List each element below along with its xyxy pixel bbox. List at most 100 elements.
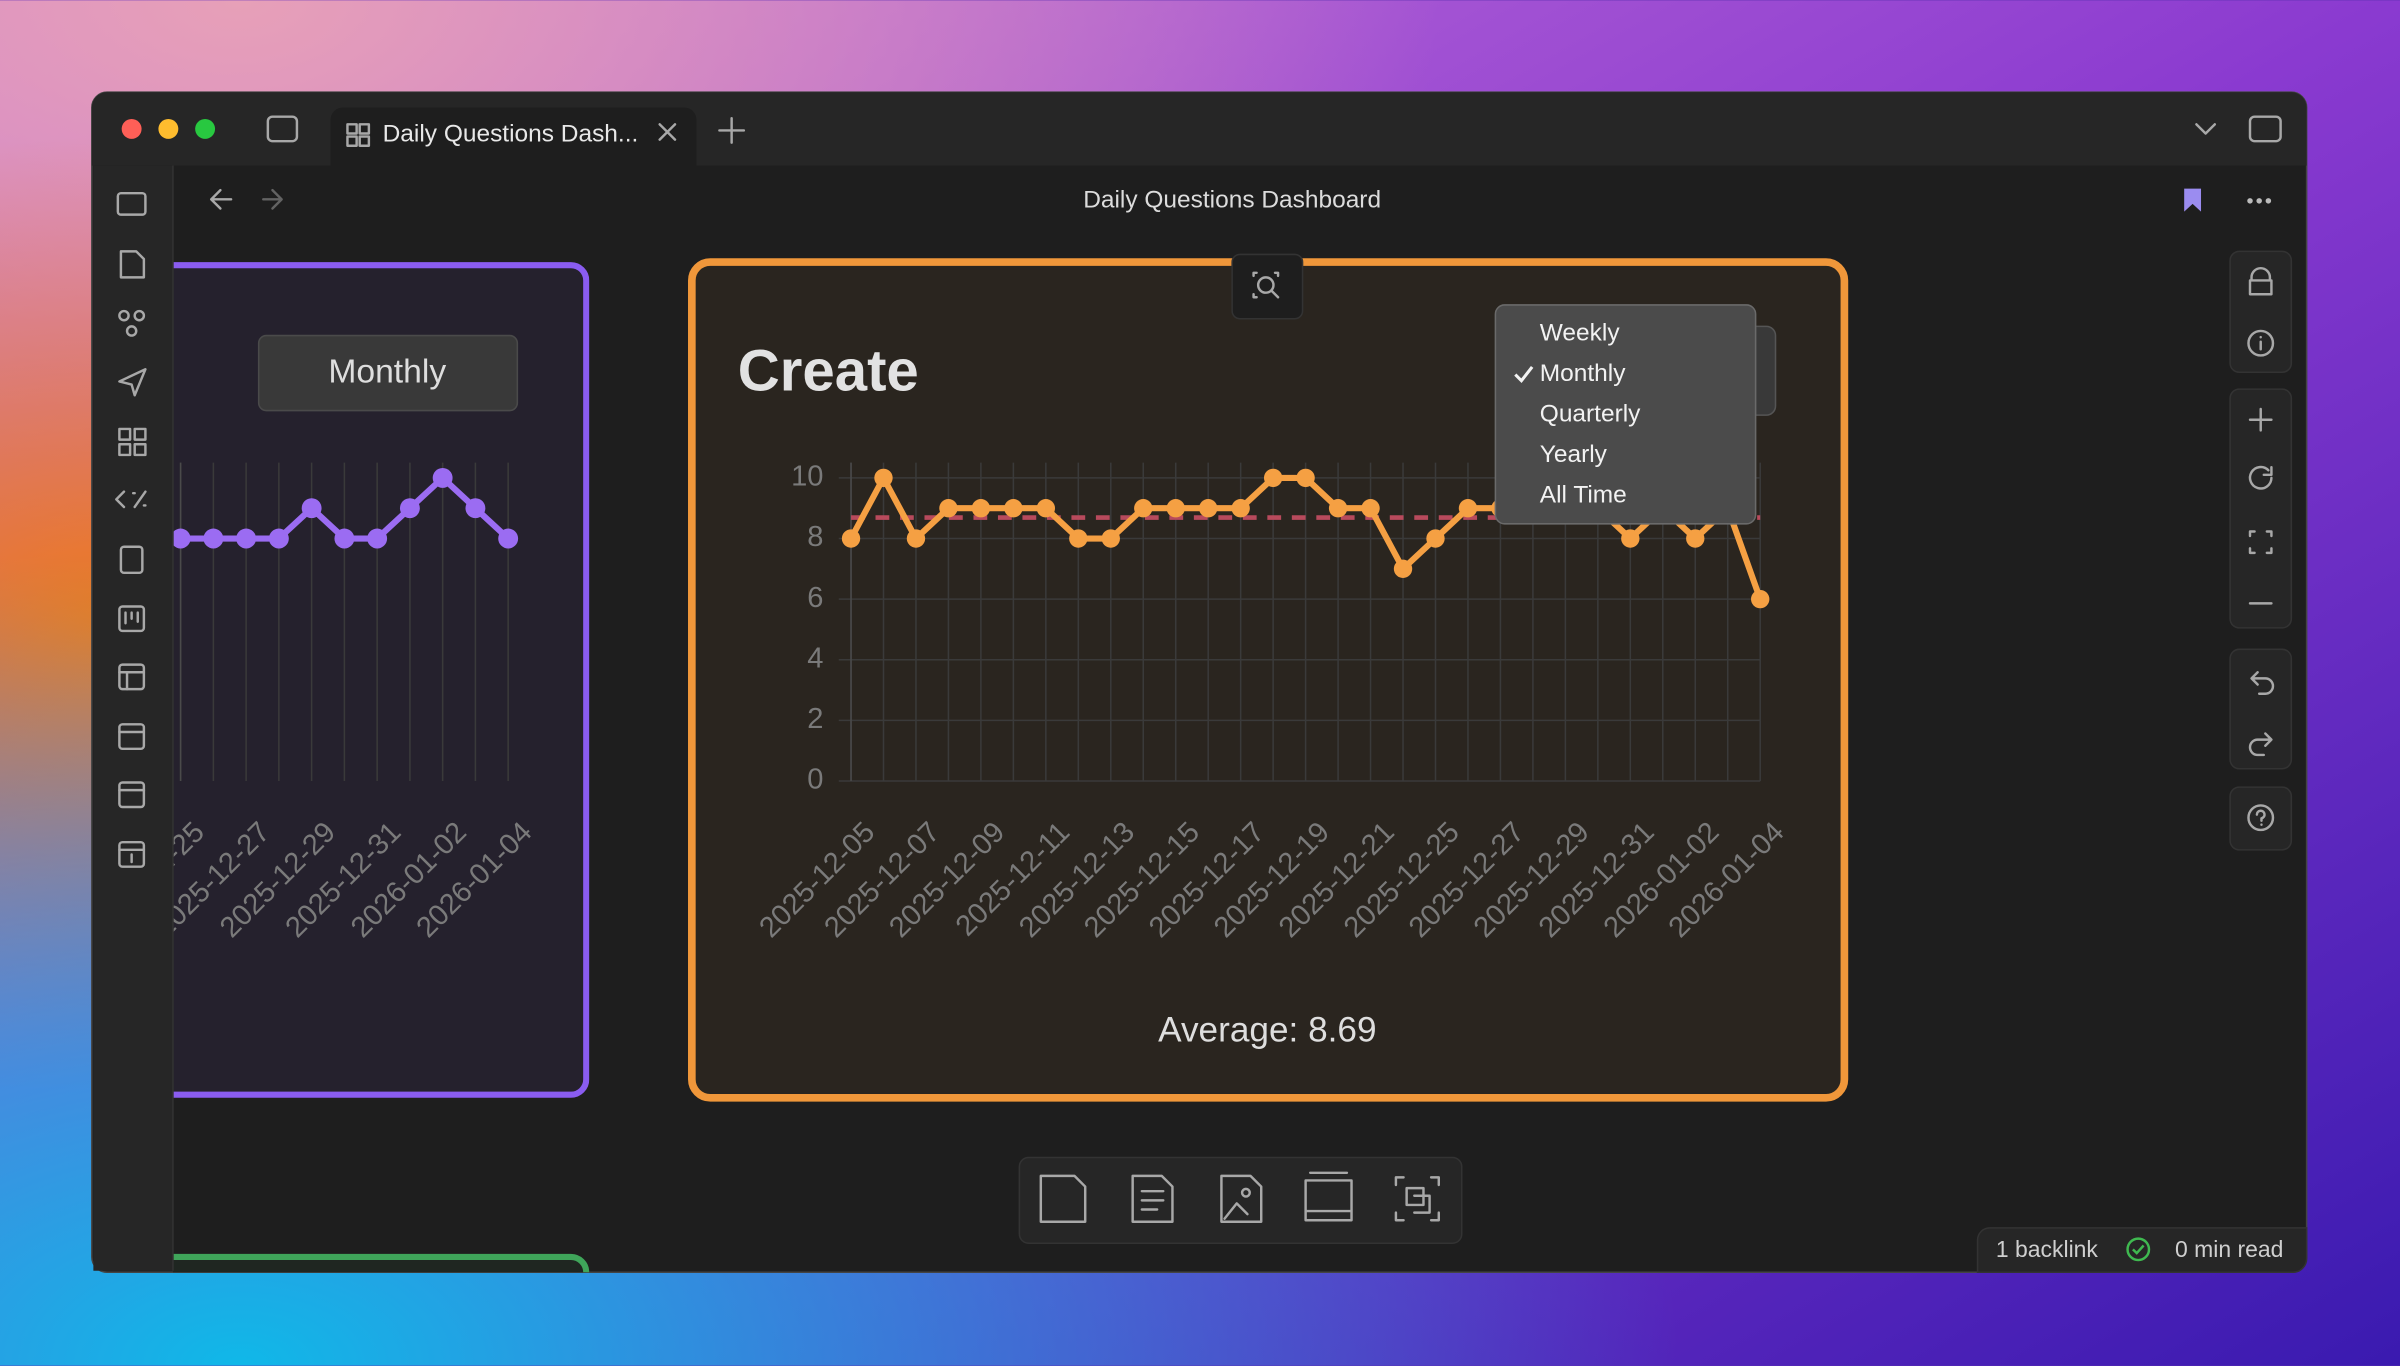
canvas-toolbar (1018, 1156, 1463, 1244)
ribbon-icon[interactable] (119, 250, 146, 279)
tab[interactable] (330, 107, 697, 166)
add-link[interactable] (1394, 1176, 1440, 1222)
ribbon-icon[interactable] (118, 368, 147, 397)
ribbon-icon[interactable] (119, 545, 144, 575)
tab-title[interactable]: Daily Questions Dash... (383, 121, 639, 148)
read-time: 0 min read (2175, 1236, 2283, 1262)
help[interactable] (2247, 804, 2275, 832)
data-point (1686, 529, 1705, 548)
add-note[interactable] (1131, 1174, 1174, 1223)
new-tab[interactable] (718, 116, 746, 144)
data-point (1199, 499, 1218, 518)
data-point (874, 468, 893, 488)
dropdown-option[interactable]: All Time (1540, 482, 1627, 509)
data-point (939, 499, 958, 518)
status-bar (1976, 1227, 2308, 1274)
data-point (906, 529, 926, 548)
ribbon-icon[interactable] (115, 490, 147, 509)
control-group (2229, 388, 2293, 629)
data-point (1134, 499, 1153, 518)
ribbon-icon[interactable] (118, 781, 146, 809)
checkmark (1514, 365, 1534, 384)
canvas-controls (2229, 250, 2293, 851)
y-tick-label: 0 (807, 764, 823, 796)
data-point (1263, 468, 1283, 488)
undo[interactable] (2250, 671, 2275, 695)
control-group (2229, 648, 2293, 770)
data-point (1069, 529, 1088, 548)
dropdown-option[interactable]: Weekly (1540, 319, 1621, 346)
tab-list[interactable] (2195, 123, 2217, 135)
data-point (399, 498, 420, 519)
data-point (268, 528, 289, 549)
sidebar-toggle[interactable] (266, 115, 299, 143)
data-point (498, 528, 519, 549)
tab-close[interactable] (658, 123, 677, 141)
left-card[interactable] (61, 262, 590, 1098)
data-point (1101, 529, 1120, 548)
data-point (334, 528, 355, 549)
data-point (172, 528, 191, 549)
data-point (1328, 499, 1348, 518)
data-point (367, 528, 388, 549)
ribbon-icon[interactable] (118, 723, 146, 751)
left-card-group: Monthly 2025-12-252025-12-272025-12-2920… (61, 262, 590, 1349)
zoom-icon (1252, 271, 1280, 299)
reset-zoom[interactable] (2248, 465, 2273, 490)
close-button[interactable] (121, 118, 142, 139)
dropdown-menu (1494, 304, 1757, 525)
chart-title: Create (738, 339, 919, 404)
fit[interactable] (2248, 530, 2273, 555)
dropdown-option[interactable]: Monthly (1540, 360, 1626, 387)
y-tick-label: 6 (807, 582, 823, 614)
data-point (1166, 499, 1185, 518)
more-options[interactable] (2247, 198, 2272, 204)
data-point (432, 467, 453, 488)
ribbon-icon[interactable] (118, 663, 146, 691)
tab-icon (346, 123, 371, 147)
page-title: Daily Questions Dashboard (1083, 186, 1381, 213)
range-button-label[interactable]: Monthly (328, 354, 446, 391)
data-point (1296, 468, 1315, 488)
bottom-card[interactable] (61, 1253, 590, 1349)
data-point (841, 529, 861, 548)
data-point (236, 528, 257, 549)
data-point (1004, 499, 1023, 518)
y-tick-label: 10 (791, 461, 823, 493)
back[interactable] (209, 188, 233, 210)
data-point (1426, 529, 1445, 548)
add-group[interactable] (1304, 1171, 1353, 1222)
right-sidebar-toggle[interactable] (2248, 115, 2282, 143)
y-tick-label: 8 (807, 521, 823, 553)
ribbon (93, 165, 173, 1271)
zoom-in[interactable] (2248, 407, 2273, 432)
add-media[interactable] (1220, 1174, 1263, 1223)
forward[interactable] (262, 188, 283, 210)
data-point (1036, 499, 1056, 518)
minimize-button[interactable] (158, 118, 179, 139)
backlinks[interactable]: 1 backlink (1996, 1236, 2099, 1262)
lock[interactable] (2248, 266, 2273, 296)
data-point (1361, 499, 1380, 518)
ribbon-icon[interactable] (118, 309, 146, 337)
average-label: Average: 8.69 (1158, 1010, 1376, 1049)
ribbon-icon[interactable] (118, 840, 146, 868)
data-point (465, 498, 486, 519)
data-point (1458, 499, 1478, 518)
zoom-button[interactable] (195, 118, 216, 139)
zoom-to-card[interactable] (1231, 253, 1304, 320)
add-card[interactable] (1039, 1174, 1087, 1223)
info[interactable] (2247, 329, 2275, 357)
dropdown-option[interactable]: Yearly (1540, 441, 1608, 468)
dropdown-option[interactable]: Quarterly (1540, 401, 1641, 428)
redo[interactable] (2248, 732, 2273, 757)
bookmark[interactable] (2184, 188, 2202, 212)
range-button[interactable] (257, 334, 519, 412)
ribbon-icon[interactable] (118, 427, 147, 457)
sync-status[interactable] (2126, 1237, 2151, 1262)
data-point (1751, 589, 1770, 609)
ribbon-icon[interactable] (116, 191, 147, 216)
ribbon-icon[interactable] (118, 605, 146, 633)
